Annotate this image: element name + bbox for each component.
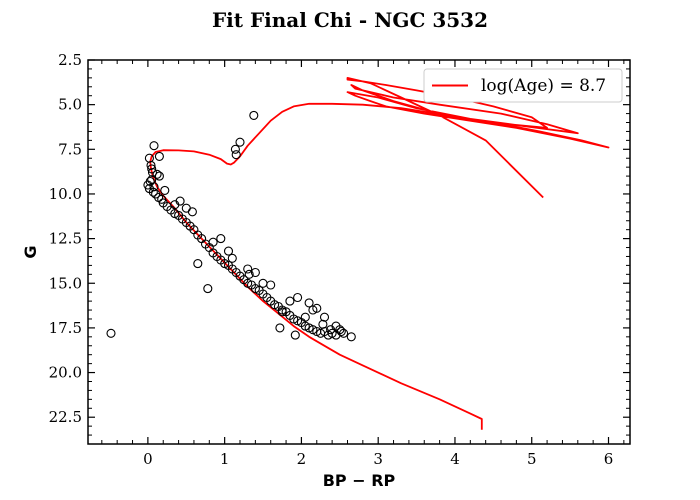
legend-box — [423, 68, 623, 103]
x-tick-label: 3 — [373, 450, 383, 468]
y-tick-label: 15.0 — [49, 274, 82, 292]
x-tick-label: 4 — [450, 450, 460, 468]
star-point — [152, 169, 162, 179]
star-point — [148, 187, 158, 197]
y-tick-label: 10.0 — [49, 185, 82, 203]
star-point — [193, 259, 203, 269]
star-point — [319, 312, 330, 322]
isochrone-line — [149, 77, 610, 430]
star-point — [308, 305, 318, 315]
y-tick-label: 20.0 — [49, 364, 82, 382]
star-point — [304, 298, 314, 308]
star-point — [244, 269, 254, 279]
star-point — [216, 234, 226, 244]
star-point — [290, 330, 300, 340]
star-point — [339, 328, 349, 338]
x-tick-label: 6 — [604, 450, 614, 468]
star-point — [146, 160, 156, 170]
star-point — [346, 332, 356, 342]
star-point — [149, 141, 159, 151]
x-tick-label: 5 — [527, 450, 537, 468]
star-point — [230, 144, 240, 154]
plot-frame — [87, 59, 631, 445]
star-point — [277, 307, 287, 317]
star-point — [285, 296, 295, 306]
legend-label: log(Age) = 8.7 — [481, 76, 606, 96]
x-tick-label: 0 — [143, 450, 153, 468]
star-point — [187, 207, 197, 217]
y-axis-label: G — [21, 245, 40, 258]
y-tick-label: 7.5 — [58, 140, 82, 158]
star-point — [318, 319, 328, 329]
star-point — [147, 164, 157, 174]
star-point — [250, 267, 260, 278]
star-point — [144, 153, 154, 163]
star-point — [227, 253, 237, 263]
star-point — [249, 110, 259, 120]
star-point — [175, 196, 185, 206]
y-tick-label: 17.5 — [49, 319, 82, 337]
star-point — [243, 264, 253, 274]
star-point — [181, 203, 191, 213]
star-point — [149, 182, 159, 192]
legend: log(Age) = 8.7 — [423, 68, 623, 103]
star-point — [223, 246, 234, 256]
x-tick-label: 2 — [297, 450, 307, 468]
star-point — [293, 292, 303, 303]
star-point — [300, 312, 310, 322]
star-point — [106, 328, 116, 338]
star-point — [160, 185, 170, 195]
star-point — [154, 171, 164, 181]
y-tick-label: 2.5 — [58, 51, 82, 69]
y-axis: 2.5 5.0 7.5 10.0 12.5 15.0 17.5 20.0 22.5 — [49, 51, 630, 445]
star-point — [154, 151, 164, 161]
star-point — [208, 237, 218, 247]
star-point — [231, 150, 241, 160]
plot-area — [106, 77, 610, 430]
star-point — [275, 323, 285, 333]
star-point — [266, 280, 276, 290]
x-axis: 0 1 2 3 4 5 6 — [101, 60, 625, 468]
x-axis-label: BP − RP — [323, 471, 396, 490]
star-point — [258, 278, 268, 288]
star-point — [203, 284, 213, 294]
y-tick-label: 22.5 — [49, 408, 82, 426]
chart-title: Fit Final Chi - NGC 3532 — [212, 8, 488, 32]
x-tick-label: 1 — [220, 450, 230, 468]
star-point — [147, 167, 158, 178]
y-tick-label: 12.5 — [49, 230, 82, 248]
star-point — [336, 326, 346, 337]
y-tick-label: 5.0 — [58, 96, 82, 114]
star-point — [235, 137, 245, 147]
star-point — [331, 321, 341, 331]
